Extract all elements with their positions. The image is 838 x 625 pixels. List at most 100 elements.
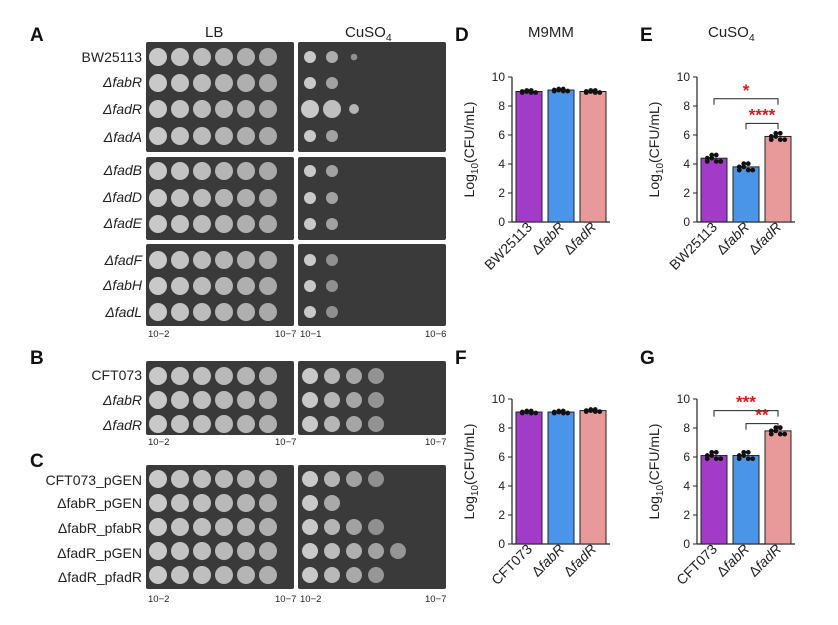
colony-spot xyxy=(193,215,211,233)
colony-spot xyxy=(259,215,277,233)
colony-spot xyxy=(171,277,189,295)
strain-label: ΔfadL xyxy=(105,304,142,320)
data-point xyxy=(583,408,589,413)
colony-spot xyxy=(171,127,189,145)
colony-spot xyxy=(304,77,316,89)
colony-spot xyxy=(171,48,189,66)
colony-spot xyxy=(237,566,255,584)
y-tick-label: 4 xyxy=(683,157,690,171)
colony-spot xyxy=(237,367,255,385)
colony-spot xyxy=(149,251,167,269)
colony-spot xyxy=(149,415,167,433)
data-point xyxy=(741,449,747,455)
dilution-label: 10−1 xyxy=(300,329,322,340)
colony-spot xyxy=(326,165,338,177)
colony-spot xyxy=(237,215,255,233)
colony-spot xyxy=(215,127,233,145)
colony-spot xyxy=(259,127,277,145)
data-point xyxy=(782,431,788,437)
strain-label: BW25113 xyxy=(81,49,142,65)
strain-label: ΔfabR_pGEN xyxy=(57,495,142,511)
bar xyxy=(732,166,760,223)
data-point xyxy=(597,90,603,95)
colony-spot xyxy=(193,74,211,92)
y-tick-label: 0 xyxy=(683,537,690,551)
bar xyxy=(547,89,575,223)
y-tick-label: 10 xyxy=(677,392,691,406)
strain-label: ΔfabR xyxy=(103,74,142,90)
data-point xyxy=(709,449,715,455)
colony-spot xyxy=(259,494,277,512)
colony-spot xyxy=(149,74,167,92)
colony-spot xyxy=(237,127,255,145)
strain-label: CFT073_pGEN xyxy=(45,472,142,488)
y-tick-label: 0 xyxy=(498,537,505,551)
data-point xyxy=(773,425,779,431)
colony-spot xyxy=(193,470,211,488)
colony-spot xyxy=(259,470,277,488)
colony-spot xyxy=(259,251,277,269)
colony-spot xyxy=(259,100,277,118)
colony-spot xyxy=(324,416,340,432)
panel-e-title: CuSO4 xyxy=(708,24,755,44)
data-point xyxy=(768,134,774,139)
colony-spot xyxy=(368,416,384,432)
data-point xyxy=(556,86,562,92)
colony-spot xyxy=(171,162,189,180)
x-tick-label: CFT073 xyxy=(488,541,535,588)
colony-spot xyxy=(149,48,167,66)
data-point xyxy=(533,90,539,95)
data-point xyxy=(565,410,571,416)
colony-spot xyxy=(171,189,189,207)
bar xyxy=(547,411,575,545)
data-point xyxy=(777,431,783,437)
data-point xyxy=(745,167,751,173)
dilution-label: 10−2 xyxy=(148,594,170,605)
dilution-label: 10−2 xyxy=(300,594,322,605)
chart-e: Log10(CFU/mL)0246810BW25113ΔfabRΔfadR***… xyxy=(646,70,795,273)
colony-spot xyxy=(193,277,211,295)
colony-spot xyxy=(171,367,189,385)
colony-spot xyxy=(149,391,167,409)
colony-spot xyxy=(324,543,340,559)
colony-spot xyxy=(215,277,233,295)
colony-spot xyxy=(171,542,189,560)
colony-spot xyxy=(149,566,167,584)
significance-label: **** xyxy=(749,105,776,124)
x-tick-label: ΔfadR xyxy=(745,219,784,258)
colony-spot xyxy=(368,471,384,487)
y-axis-label: Log10(CFU/mL) xyxy=(461,424,481,520)
colony-spot xyxy=(193,566,211,584)
x-tick-label: ΔfadR xyxy=(745,541,784,580)
colony-spot xyxy=(237,542,255,560)
colony-spot xyxy=(171,518,189,536)
colony-spot xyxy=(237,470,255,488)
colony-spot xyxy=(237,303,255,321)
significance-label: *** xyxy=(736,393,756,412)
colony-spot xyxy=(215,162,233,180)
data-point xyxy=(709,152,715,158)
colony-spot xyxy=(326,280,338,292)
x-tick-label: ΔfabR xyxy=(713,541,752,580)
bar xyxy=(579,91,607,223)
colony-spot xyxy=(193,518,211,536)
significance-label: * xyxy=(743,81,750,100)
y-tick-label: 0 xyxy=(498,215,505,229)
significance-bracket xyxy=(713,98,779,105)
data-point xyxy=(551,87,557,93)
panel-a-letter: A xyxy=(30,25,44,46)
colony-spot xyxy=(304,306,316,318)
x-tick-label: BW25113 xyxy=(666,219,720,273)
x-tick-label: ΔfabR xyxy=(528,541,567,580)
colony-spot xyxy=(259,415,277,433)
colony-spot xyxy=(302,416,318,432)
colony-spot xyxy=(346,416,362,432)
dilution-label: 10−2 xyxy=(148,437,170,448)
colony-spot xyxy=(237,48,255,66)
plate-a-cu-2 xyxy=(298,157,446,240)
data-point xyxy=(713,456,719,462)
plate-a-cu-1 xyxy=(298,42,446,152)
data-point xyxy=(592,90,598,95)
